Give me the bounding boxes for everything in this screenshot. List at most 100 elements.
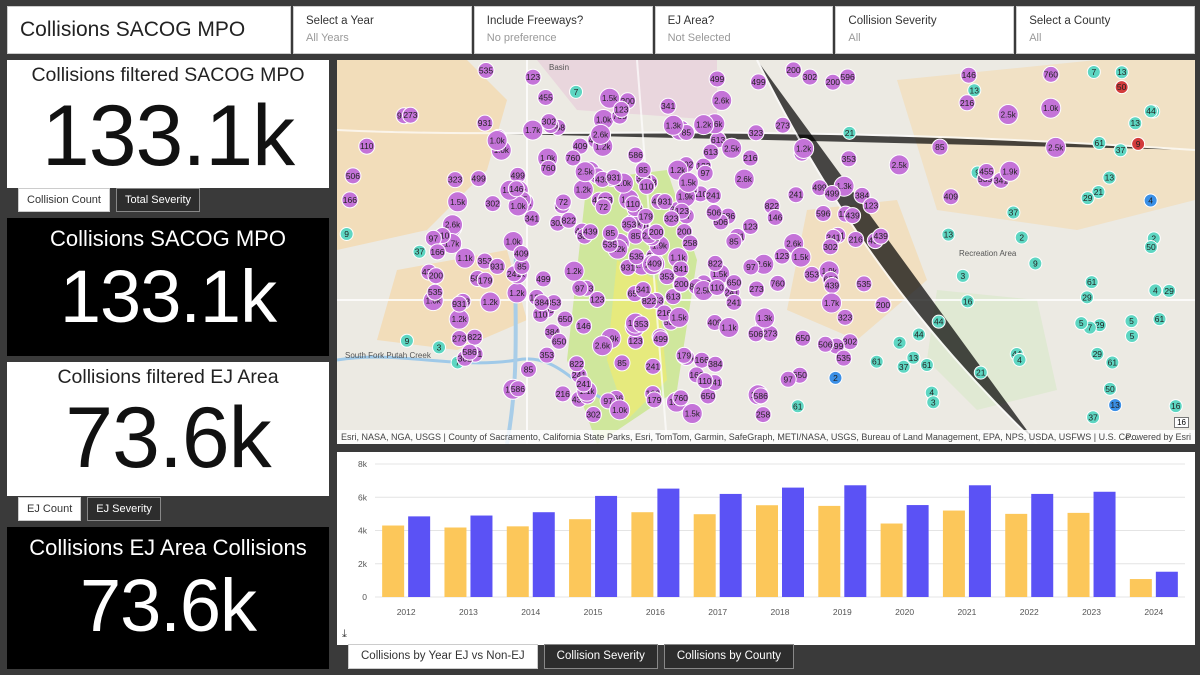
cluster-marker[interactable] bbox=[693, 114, 715, 136]
cluster-marker[interactable] bbox=[358, 137, 376, 155]
cluster-marker[interactable] bbox=[779, 370, 797, 388]
collision-cluster[interactable]: 2.6k bbox=[591, 335, 613, 357]
tab-total-severity[interactable]: Total Severity bbox=[115, 188, 201, 212]
cluster-marker[interactable] bbox=[524, 68, 542, 86]
cluster-marker[interactable] bbox=[1028, 256, 1043, 271]
cluster-marker[interactable] bbox=[836, 308, 854, 326]
collision-cluster[interactable]: 200 bbox=[784, 61, 802, 79]
collision-cluster[interactable]: 760 bbox=[769, 274, 787, 292]
cluster-marker[interactable] bbox=[835, 349, 853, 367]
collision-cluster[interactable]: 822 bbox=[560, 211, 578, 229]
cluster-marker[interactable] bbox=[896, 359, 911, 374]
cluster-marker[interactable] bbox=[919, 357, 934, 372]
cluster-marker[interactable] bbox=[766, 209, 784, 227]
cluster-marker[interactable] bbox=[941, 227, 956, 242]
cluster-marker[interactable] bbox=[1114, 65, 1129, 80]
cluster-marker[interactable] bbox=[466, 328, 484, 346]
collision-cluster[interactable]: 506 bbox=[344, 167, 362, 185]
collision-cluster[interactable]: 822 bbox=[466, 328, 484, 346]
cluster-marker[interactable] bbox=[1124, 314, 1139, 329]
cluster-marker[interactable] bbox=[942, 188, 960, 206]
cluster-marker[interactable] bbox=[1168, 399, 1183, 414]
cluster-marker[interactable] bbox=[584, 406, 602, 424]
cluster-marker[interactable] bbox=[450, 295, 468, 313]
bar[interactable] bbox=[631, 512, 654, 597]
collision-cluster[interactable]: 273 bbox=[748, 280, 766, 298]
cluster-marker[interactable] bbox=[1092, 135, 1107, 150]
collision-cluster[interactable]: 2.5k bbox=[997, 104, 1019, 126]
collision-cluster[interactable]: 822 bbox=[568, 355, 586, 373]
cluster-marker[interactable] bbox=[539, 159, 557, 177]
cluster-marker[interactable] bbox=[725, 232, 743, 250]
collision-cluster[interactable]: 586 bbox=[627, 146, 645, 164]
collision-cluster[interactable]: 44 bbox=[911, 327, 926, 342]
collision-cluster[interactable]: 341 bbox=[659, 97, 677, 115]
cluster-marker[interactable] bbox=[509, 380, 527, 398]
bar[interactable] bbox=[506, 526, 529, 597]
collision-cluster[interactable]: 241 bbox=[725, 293, 743, 311]
cluster-marker[interactable] bbox=[677, 171, 699, 193]
collision-cluster[interactable]: 85 bbox=[601, 224, 619, 242]
cluster-marker[interactable] bbox=[656, 193, 674, 211]
cluster-marker[interactable] bbox=[627, 248, 645, 266]
cluster-marker[interactable] bbox=[706, 355, 724, 373]
collision-cluster[interactable]: 61 bbox=[869, 354, 884, 369]
cluster-marker[interactable] bbox=[563, 260, 585, 282]
collision-map[interactable]: Basin South Fork Putah Creek Recreation Ar… bbox=[337, 60, 1195, 444]
cluster-marker[interactable] bbox=[399, 333, 414, 348]
collision-cluster[interactable]: 409 bbox=[646, 254, 664, 272]
collision-cluster[interactable]: 613 bbox=[702, 143, 720, 161]
collision-cluster[interactable]: 97 bbox=[742, 258, 760, 276]
cluster-marker[interactable] bbox=[1086, 410, 1101, 425]
cluster-marker[interactable] bbox=[1090, 346, 1105, 361]
collision-cluster[interactable]: 3 bbox=[432, 340, 447, 355]
bar[interactable] bbox=[968, 485, 991, 597]
bar[interactable] bbox=[470, 515, 493, 597]
collision-cluster[interactable]: 439 bbox=[823, 276, 841, 294]
cluster-marker[interactable] bbox=[638, 177, 656, 195]
collision-cluster[interactable]: 216 bbox=[847, 230, 865, 248]
cluster-marker[interactable] bbox=[754, 406, 772, 424]
freeway-filter[interactable]: Include Freeways? No preference bbox=[473, 6, 653, 54]
collision-cluster[interactable]: 384 bbox=[706, 355, 724, 373]
cluster-marker[interactable] bbox=[537, 88, 555, 106]
collision-cluster[interactable]: 146 bbox=[766, 209, 784, 227]
cluster-marker[interactable] bbox=[793, 137, 815, 159]
bar[interactable] bbox=[657, 488, 680, 597]
cluster-marker[interactable] bbox=[454, 247, 476, 269]
collision-cluster[interactable]: 302 bbox=[821, 238, 839, 256]
collision-cluster[interactable]: 1.0k bbox=[486, 130, 508, 152]
cluster-marker[interactable] bbox=[575, 375, 593, 393]
collision-cluster[interactable]: 931 bbox=[488, 257, 506, 275]
cluster-marker[interactable] bbox=[840, 150, 858, 168]
collision-cluster[interactable]: 384 bbox=[533, 294, 551, 312]
cluster-marker[interactable] bbox=[1084, 275, 1099, 290]
collision-cluster[interactable]: 506 bbox=[747, 325, 765, 343]
collision-cluster[interactable]: 409 bbox=[942, 188, 960, 206]
collision-cluster[interactable]: 166 bbox=[341, 191, 359, 209]
cluster-marker[interactable] bbox=[341, 191, 359, 209]
collision-cluster[interactable]: 506 bbox=[705, 203, 723, 221]
collision-cluster[interactable]: 123 bbox=[612, 100, 630, 118]
cluster-marker[interactable] bbox=[960, 294, 975, 309]
cluster-marker[interactable] bbox=[1162, 283, 1177, 298]
cluster-marker[interactable] bbox=[1124, 328, 1139, 343]
collision-cluster[interactable]: 273 bbox=[401, 106, 419, 124]
cluster-marker[interactable] bbox=[869, 354, 884, 369]
cluster-marker[interactable] bbox=[512, 245, 530, 263]
collision-cluster[interactable]: 499 bbox=[652, 330, 670, 348]
cluster-marker[interactable] bbox=[427, 267, 445, 285]
collision-cluster[interactable]: 200 bbox=[824, 73, 842, 91]
bar[interactable] bbox=[818, 505, 841, 597]
collision-cluster[interactable]: 61 bbox=[1084, 275, 1099, 290]
collision-cluster[interactable]: 1.5k bbox=[677, 171, 699, 193]
collision-cluster[interactable]: 123 bbox=[862, 197, 880, 215]
cluster-marker[interactable] bbox=[681, 234, 699, 252]
collision-cluster[interactable]: 1.0k bbox=[609, 399, 631, 421]
collision-cluster[interactable]: 85 bbox=[613, 354, 631, 372]
cluster-marker[interactable] bbox=[634, 161, 652, 179]
cluster-marker[interactable] bbox=[601, 224, 619, 242]
cluster-marker[interactable] bbox=[816, 335, 834, 353]
cluster-marker[interactable] bbox=[704, 186, 722, 204]
cluster-marker[interactable] bbox=[784, 61, 802, 79]
